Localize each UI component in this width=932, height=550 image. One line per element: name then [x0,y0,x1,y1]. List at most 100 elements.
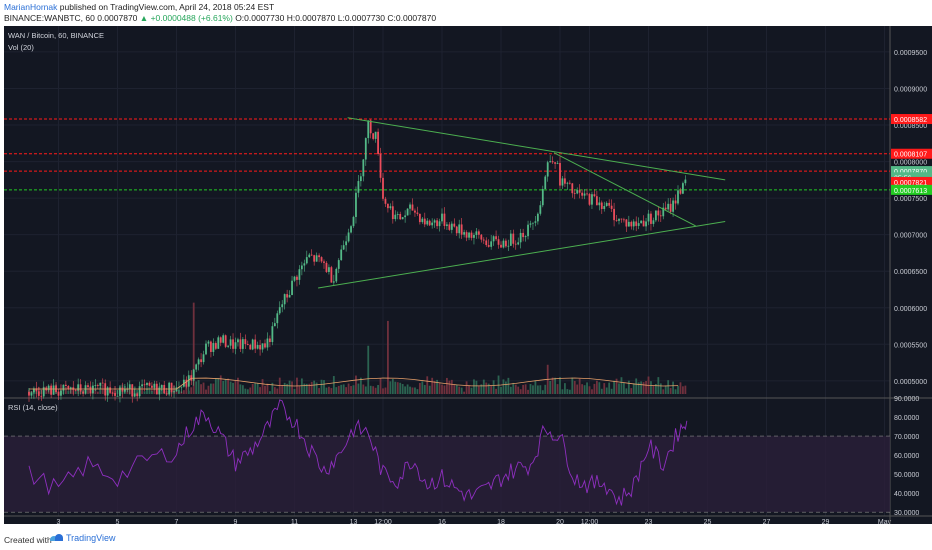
volume-bar [114,386,116,394]
candle-body [539,205,542,214]
candle-body [72,387,75,390]
volume-bar [492,380,495,394]
candle-body [433,220,436,223]
volume-bar [564,383,566,394]
volume-bar [615,378,618,394]
volume-bar [482,379,485,394]
candle-body [620,218,623,220]
candle-body [278,307,281,314]
candle-body [532,222,534,224]
candle-body [239,339,242,349]
candle-body [281,304,284,308]
volume-bar [600,388,603,394]
volume-bar [610,388,613,394]
volume-bar [217,377,220,394]
price-tick-label: 0.0006500 [894,269,927,276]
candle-body [168,382,171,395]
price-tick-label: 0.0005000 [894,379,927,386]
chart-area[interactable]: 0.0009500 0.0009000 0.0008500 0.0008000 0.00… [4,26,932,526]
volume-bar [517,386,520,394]
candle-body [79,384,82,392]
candle-body [485,240,488,246]
candle-body [625,219,628,227]
volume-bar [505,381,507,394]
trendline-lower [318,221,726,289]
candle-body [136,393,139,397]
candle-body [234,342,237,349]
candle-body [384,198,387,204]
volume-bar [630,388,633,394]
volume-bar [529,384,532,394]
candle-body [195,364,198,370]
candle-body [418,213,421,223]
volume-bar [318,388,320,394]
candle-body [396,214,399,215]
ohlc-values: O:0.0007730 H:0.0007870 L:0.0007730 C:0.… [235,13,437,23]
volume-bar [313,380,316,394]
candle-body [595,196,598,206]
price-badge-label: 0.0007613 [894,188,927,195]
volume-bar [507,377,510,394]
volume-bar [554,377,556,394]
candle-body [173,391,175,393]
candle-body [458,224,461,234]
candle-body [352,216,355,227]
candle-body [64,384,67,386]
candle-body [94,385,97,386]
candle-body [465,232,468,238]
candle-body [674,200,677,204]
volume-bar [475,380,478,394]
candle-body [684,179,687,184]
candle-body [318,255,320,258]
volume-bar [404,386,407,394]
price-tick-label: 0.0009000 [894,86,927,93]
candle-body [534,221,537,223]
candle-body [635,221,638,226]
volume-bar [347,383,350,394]
candle-body [269,338,271,343]
candle-body [404,215,407,218]
candle-body [583,193,586,196]
volume-bar [355,375,357,394]
volume-bar [667,380,670,394]
rsi-tick-label: 40.0000 [894,491,919,498]
volume-bar [618,383,620,394]
candle-body [256,345,259,349]
volume-bar [256,383,259,394]
time-tick-label: 18 [497,519,505,524]
candle-body [369,120,372,134]
tradingview-brand[interactable]: TradingView [50,533,116,543]
volume-bar [340,384,343,394]
volume-bar [141,387,143,394]
volume-bar [254,383,257,394]
candle-body [637,223,640,226]
candle-body [669,203,672,212]
candle-body [202,354,205,363]
candle-body [399,214,402,220]
price-tick-label: 0.0005500 [894,342,927,349]
candle-body [293,276,296,281]
rsi-label: RSI (14, close) [8,403,58,412]
candle-body [57,392,60,396]
candle-body [416,212,419,214]
candle-body [241,339,244,349]
time-tick-label: 27 [763,519,771,524]
price-badge-label: 0.0007821 [894,180,927,187]
candle-body [536,213,539,222]
volume-bar [480,384,483,394]
volume-bar [293,388,296,394]
author-link[interactable]: MarianHornak [4,2,58,12]
volume-bar [659,383,662,394]
candle-body [52,385,55,395]
candle-body [377,131,379,155]
chart-canvas[interactable]: 0.00095000.00090000.00085000.00080000.00… [4,26,932,526]
candle-body [495,236,497,240]
candle-body [497,239,500,245]
candle-body [367,120,370,139]
candle-body [114,393,116,396]
candle-body [650,213,652,224]
candle-body [522,232,525,238]
rsi-tick-label: 50.0000 [894,472,919,479]
candle-body [197,359,200,365]
volume-bar [586,382,588,394]
